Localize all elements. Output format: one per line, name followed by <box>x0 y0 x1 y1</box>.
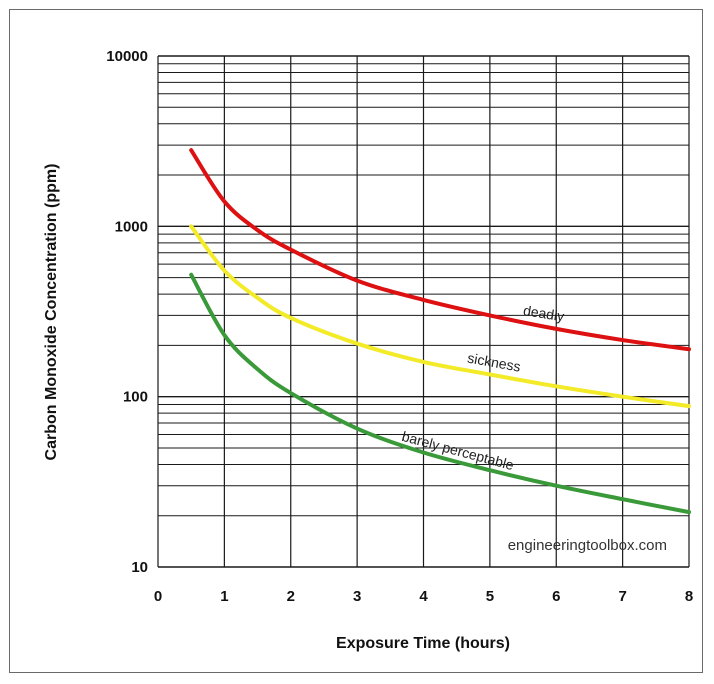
chart-frame <box>9 9 703 673</box>
curve-layer <box>189 148 691 515</box>
y-tick-label: 100 <box>123 389 148 406</box>
x-tick-label: 7 <box>618 588 626 605</box>
y-tick-label: 10000 <box>106 48 148 65</box>
x-tick-label: 6 <box>552 588 560 605</box>
grid-layer <box>157 55 690 568</box>
x-tick-label: 2 <box>287 588 295 605</box>
watermark-text: engineeringtoolbox.com <box>508 537 667 554</box>
series-line-0 <box>189 148 691 352</box>
series-label-0: deadly <box>522 302 565 324</box>
series-line-1 <box>189 224 691 409</box>
series-line-2 <box>189 272 691 515</box>
tick-layer: 0 1 2 3 4 5 6 7 8 10 100 1000 10000 <box>106 48 693 605</box>
x-tick-label: 0 <box>154 588 162 605</box>
x-tick-label: 5 <box>486 588 494 605</box>
x-tick-label: 8 <box>685 588 693 605</box>
x-tick-label: 3 <box>353 588 361 605</box>
y-tick-label: 10 <box>131 559 148 576</box>
x-axis-title: Exposure Time (hours) <box>336 635 510 652</box>
x-tick-label: 1 <box>220 588 228 605</box>
y-axis-title: Carbon Monoxide Concentration (ppm) <box>43 164 60 461</box>
y-tick-label: 1000 <box>115 218 148 235</box>
x-tick-label: 4 <box>419 588 428 605</box>
